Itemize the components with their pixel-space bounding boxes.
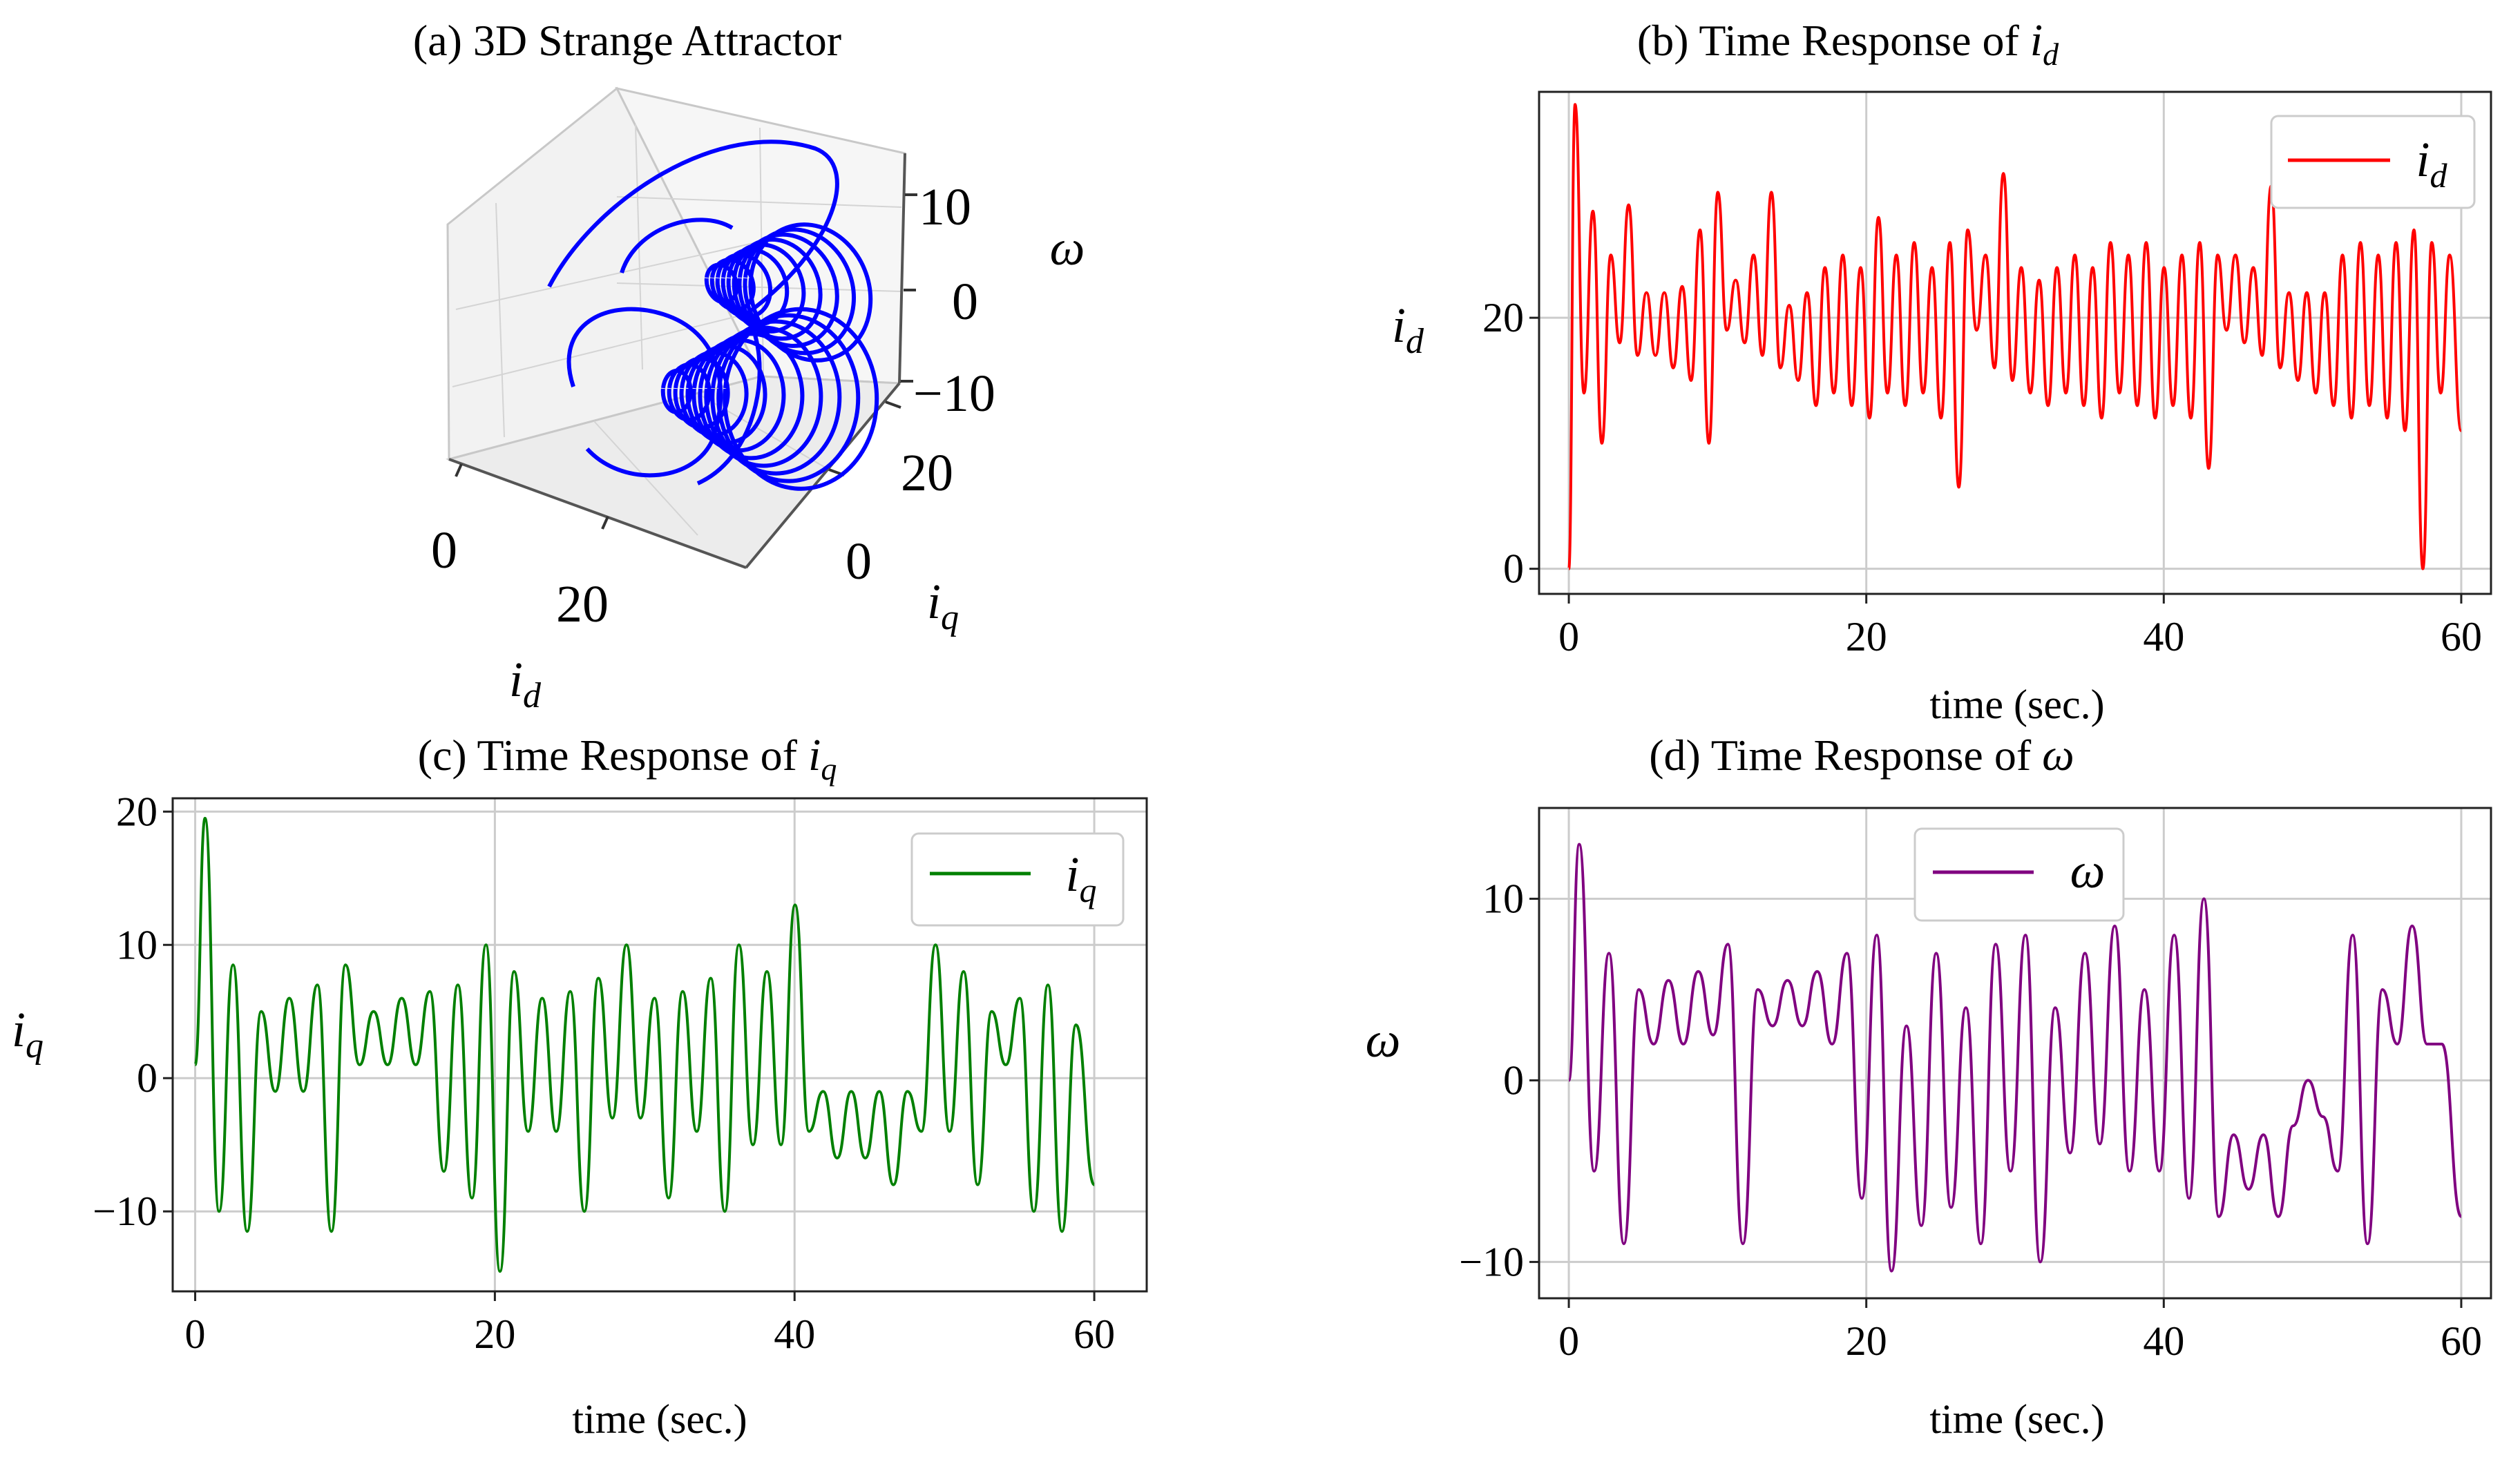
panel-c-frame <box>171 797 1148 1293</box>
panel-b-xlabel: time (sec.) <box>1929 682 2104 727</box>
attractor-y-tick-0: 0 <box>846 532 872 590</box>
panel-b-xtick-label: 40 <box>2143 614 2184 659</box>
panel-b-frame <box>1538 90 2492 595</box>
panel-d-ytick-label: −10 <box>1459 1239 1524 1284</box>
panel-b-series-line <box>1567 103 2463 570</box>
panel-d-frame <box>1538 807 2492 1300</box>
panel-d-xtick-label: 0 <box>1558 1318 1579 1364</box>
attractor-zlabel: ω <box>1050 220 1085 276</box>
panel-d-ylabel: ω <box>1366 1012 1401 1068</box>
panel-c-xtick-label: 40 <box>774 1311 815 1357</box>
attractor-trajectory <box>547 139 879 491</box>
panel-d-legend-box <box>1913 827 2125 922</box>
attractor-ylabel: iq <box>927 574 959 637</box>
panel-c-title: (c) Time Response of iq <box>418 730 837 787</box>
panel-c-xtick-label: 20 <box>474 1311 515 1357</box>
attractor-panel: (a) 3D Strange Attractor <box>413 16 1085 715</box>
panel-b-grid <box>1539 92 2491 594</box>
attractor-x-tick-20: 20 <box>556 575 609 633</box>
panel-c-legend-label: iq <box>1065 847 1096 909</box>
attractor-y-tick-20: 20 <box>901 444 953 502</box>
attractor-x-axis <box>448 458 747 569</box>
panel-b-xtick-label: 0 <box>1558 614 1579 659</box>
panel-c-xtick-label: 0 <box>185 1311 206 1357</box>
panel-c-series-line <box>193 816 1096 1273</box>
panel-b-xtick-label: 60 <box>2441 614 2482 659</box>
panel-b-legend-label: id <box>2416 132 2447 195</box>
panel-d-legend-label: ω <box>2070 843 2106 898</box>
attractor-title: (a) 3D Strange Attractor <box>413 16 841 65</box>
panel-d: (d) Time Response of ω 0 20 40 60 −10 0 10 tim… <box>1366 730 2492 1442</box>
attractor-z-axis <box>898 153 906 384</box>
panel-b-ytick-label: 20 <box>1482 295 1524 340</box>
attractor-z-tick-neg10: −10 <box>913 365 995 423</box>
panel-d-title: (d) Time Response of ω <box>1649 730 2074 780</box>
panel-c-ticks: 0 20 40 60 −10 0 10 20 <box>93 789 1115 1357</box>
panel-c-ytick-label: 0 <box>137 1055 158 1101</box>
panel-c-ytick-label: −10 <box>93 1188 158 1234</box>
panel-c-xlabel: time (sec.) <box>572 1396 747 1442</box>
attractor-x-tick-0: 0 <box>431 521 457 579</box>
attractor-z-tick-0: 0 <box>952 273 978 331</box>
panel-c-ylabel: iq <box>12 1002 44 1066</box>
panel-d-legend: ω <box>1913 827 2125 922</box>
panel-d-xtick-label: 60 <box>2441 1318 2482 1364</box>
panel-c: (c) Time Response of iq 0 20 40 60−1001020 … <box>12 730 1148 1442</box>
panel-d-series-line <box>1567 842 2463 1273</box>
panel-c-ytick-label: 20 <box>116 789 158 834</box>
panel-c-ytick-label: 10 <box>116 922 158 967</box>
panel-b-legend: id <box>2270 115 2476 209</box>
panel-b-ticks: 0 20 40 60 0 20 <box>1482 295 2482 659</box>
panel-c-legend-box <box>910 832 1125 927</box>
panel-d-ticks: 0 20 40 60 −10 0 10 <box>1459 876 2482 1364</box>
panel-c-xtick-label: 60 <box>1073 1311 1115 1357</box>
panel-b: (b) Time Response of id 0 20 40 60 0 20 time … <box>1392 15 2492 727</box>
panel-b-title: (b) Time Response of id <box>1637 15 2059 72</box>
attractor-z-tick-10: 10 <box>919 178 971 236</box>
panel-d-ytick-label: 10 <box>1482 876 1524 921</box>
panel-b-xtick-label: 20 <box>1846 614 1887 659</box>
panel-b-ytick-label: 0 <box>1503 546 1524 592</box>
panel-d-xtick-label: 40 <box>2143 1318 2184 1364</box>
panel-d-xlabel: time (sec.) <box>1929 1396 2104 1442</box>
panel-c-legend: iq <box>910 832 1125 927</box>
panel-d-xtick-label: 20 <box>1846 1318 1887 1364</box>
panel-d-ytick-label: 0 <box>1503 1057 1524 1103</box>
attractor-xlabel: id <box>509 652 542 715</box>
panel-b-ylabel: id <box>1392 298 1424 361</box>
